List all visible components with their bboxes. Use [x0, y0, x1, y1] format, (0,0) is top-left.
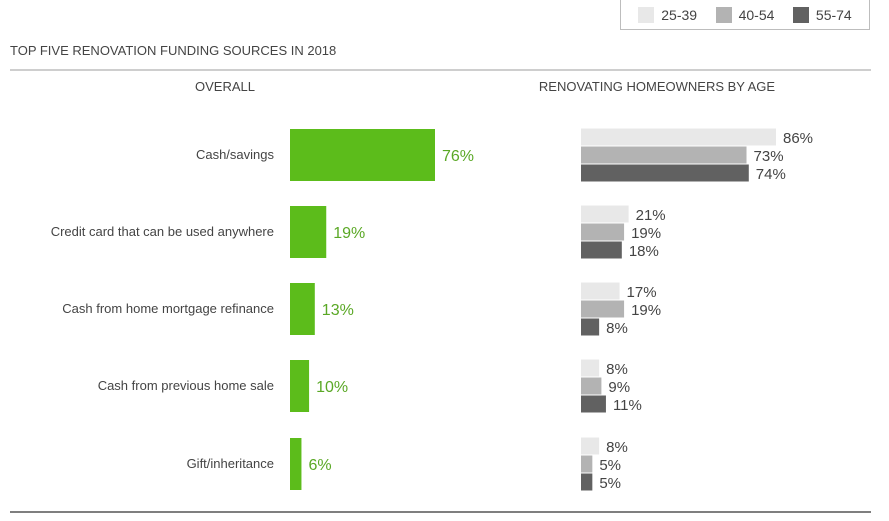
age-value-label-25-39: 86%: [783, 130, 813, 147]
age-value-label-55-74: 11%: [613, 397, 642, 414]
age-value-label-40-54: 5%: [599, 457, 621, 474]
category-label: Cash from home mortgage refinance: [62, 301, 274, 316]
age-bar-55-74: [581, 318, 600, 336]
age-value-label-40-54: 19%: [631, 302, 661, 319]
age-bar-25-39: [581, 437, 600, 455]
chart-legend: 25-39 40-54 55-74: [620, 0, 870, 30]
age-value-label-25-39: 21%: [636, 207, 666, 224]
age-value-label-25-39: 8%: [606, 439, 628, 456]
age-value-label-40-54: 73%: [754, 148, 784, 165]
overall-value-label: 76%: [442, 148, 474, 165]
legend-label-55-74: 55-74: [815, 6, 852, 23]
overall-bar: [290, 283, 315, 335]
age-bar-55-74: [581, 473, 593, 491]
overall-value-label: 6%: [308, 457, 331, 474]
age-value-label-55-74: 8%: [606, 320, 628, 337]
age-value-label-55-74: 5%: [599, 475, 621, 492]
category-label: Cash from previous home sale: [98, 378, 274, 393]
overall-value-label: 10%: [316, 379, 348, 396]
age-value-label-25-39: 8%: [606, 361, 628, 378]
age-bar-25-39: [581, 205, 629, 223]
age-bar-25-39: [581, 128, 776, 146]
legend-item-25-39: 25-39: [638, 6, 698, 23]
legend-label-25-39: 25-39: [661, 6, 698, 23]
legend-swatch-55-74: [792, 6, 809, 23]
overall-bar: [290, 360, 310, 412]
legend-label-40-54: 40-54: [738, 6, 775, 23]
age-value-label-40-54: 9%: [608, 379, 630, 396]
age-bar-55-74: [581, 395, 606, 413]
legend-item-55-74: 55-74: [792, 6, 852, 23]
category-label: Gift/inheritance: [187, 456, 274, 471]
legend-swatch-40-54: [715, 6, 732, 23]
age-bar-40-54: [581, 223, 625, 241]
overall-bar: [290, 206, 327, 258]
age-value-label-55-74: 18%: [629, 243, 659, 260]
chart-marks: Cash/savings 76% 86%73%74% Credit card that…: [51, 128, 813, 492]
age-bar-40-54: [581, 300, 625, 318]
age-value-label-25-39: 17%: [627, 284, 657, 301]
legend-item-40-54: 40-54: [715, 6, 775, 23]
age-bar-55-74: [581, 164, 749, 182]
overall-bar: [290, 129, 435, 181]
age-value-label-40-54: 19%: [631, 225, 661, 242]
age-panel-heading: RENOVATING HOMEOWNERS BY AGE: [539, 79, 776, 94]
age-bar-40-54: [581, 377, 602, 395]
age-bar-25-39: [581, 282, 620, 300]
chart-title: TOP FIVE RENOVATION FUNDING SOURCES IN 2…: [10, 43, 336, 58]
category-label: Credit card that can be used anywhere: [51, 224, 274, 239]
age-bar-40-54: [581, 455, 593, 473]
legend-swatch-25-39: [638, 6, 655, 23]
overall-panel-heading: OVERALL: [195, 79, 255, 94]
age-bar-25-39: [581, 359, 600, 377]
age-bar-40-54: [581, 146, 747, 164]
age-value-label-55-74: 74%: [756, 166, 786, 183]
overall-value-label: 13%: [322, 302, 354, 319]
overall-bar: [290, 438, 302, 490]
age-bar-55-74: [581, 241, 622, 259]
category-label: Cash/savings: [196, 147, 275, 162]
overall-value-label: 19%: [333, 225, 365, 242]
